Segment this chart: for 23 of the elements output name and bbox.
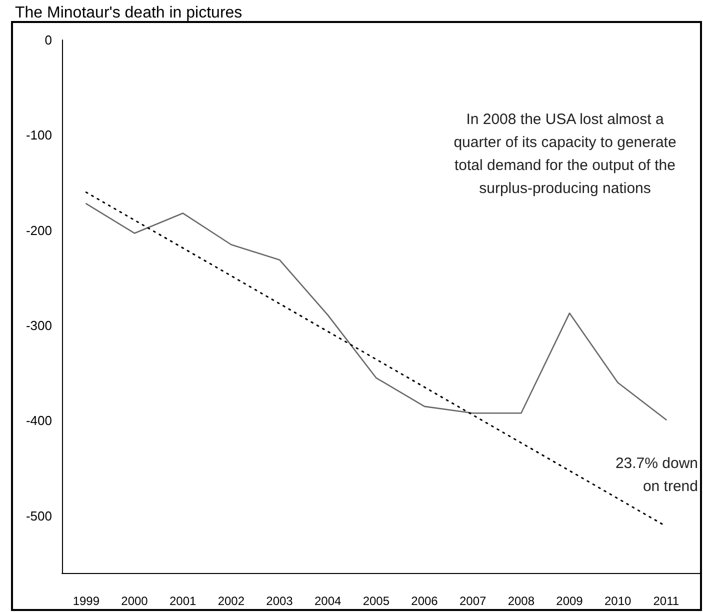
- y-tick-label: -400: [26, 413, 52, 428]
- x-tick-label: 1999: [72, 594, 100, 608]
- annotation: In 2008 the USA lost almost a quarter of its capacity to generate total demand for the output of the surplus-producing nations: [454, 111, 676, 197]
- y-tick-label: -500: [26, 508, 52, 524]
- line-series: [86, 203, 667, 420]
- x-tick-label: 2004: [314, 594, 342, 608]
- y-tick-label: -300: [26, 318, 52, 334]
- x-tick-label: 2007: [459, 594, 487, 608]
- x-tick-label: 2008: [508, 594, 535, 608]
- x-tick-label: 2010: [604, 594, 632, 608]
- x-tick-label: 2002: [218, 594, 245, 608]
- x-tick-label: 2000: [121, 594, 148, 608]
- y-tick-label: -100: [26, 128, 52, 143]
- x-tick-label: 2001: [169, 594, 197, 608]
- x-tick-label: 2009: [556, 594, 584, 608]
- x-tick-label: 2003: [266, 594, 294, 608]
- y-tick-label: 0: [44, 32, 52, 48]
- chart-title: The Minotaur's death in pictures: [15, 4, 242, 22]
- x-tick-label: 2005: [362, 594, 390, 608]
- y-tick-label: -200: [26, 222, 52, 238]
- annotation: 23.7% down on trend: [615, 455, 698, 495]
- x-tick-label: 2011: [653, 594, 680, 608]
- x-tick-label: 2006: [411, 594, 438, 608]
